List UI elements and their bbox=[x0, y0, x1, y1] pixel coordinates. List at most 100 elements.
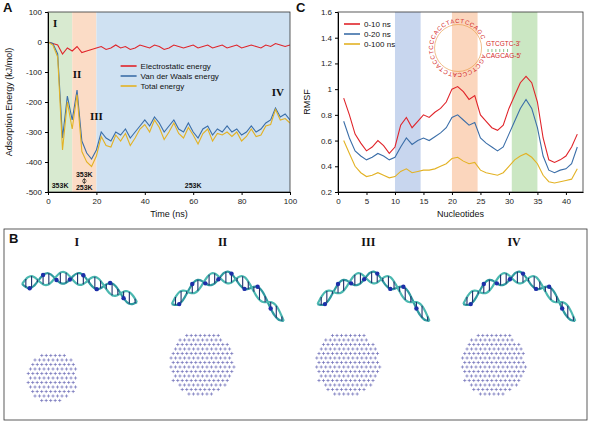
atom bbox=[54, 363, 57, 366]
atom bbox=[506, 347, 509, 350]
atom bbox=[190, 343, 193, 346]
snapshot: III bbox=[315, 235, 429, 396]
atom bbox=[369, 383, 372, 386]
atom bbox=[322, 361, 325, 364]
tick: 30 bbox=[505, 192, 514, 206]
atom bbox=[338, 392, 341, 395]
atom bbox=[205, 383, 208, 386]
atom bbox=[522, 352, 525, 355]
base-rung bbox=[112, 283, 113, 295]
atom bbox=[205, 356, 208, 359]
atom bbox=[326, 343, 329, 346]
atom bbox=[335, 388, 338, 391]
nanoparticle bbox=[27, 354, 78, 402]
region bbox=[395, 12, 421, 192]
atom bbox=[56, 367, 59, 370]
atom bbox=[190, 352, 193, 355]
atom bbox=[517, 352, 520, 355]
atom bbox=[212, 343, 215, 346]
atom bbox=[465, 374, 468, 377]
atom bbox=[185, 343, 188, 346]
atom bbox=[49, 363, 52, 366]
atom bbox=[347, 392, 350, 395]
atom bbox=[176, 370, 179, 373]
atom bbox=[324, 356, 327, 359]
base-rung bbox=[259, 288, 260, 300]
tick: 1.4 bbox=[321, 34, 338, 43]
base-rung bbox=[382, 278, 383, 281]
atom bbox=[486, 379, 489, 382]
atom bbox=[329, 338, 332, 341]
atom bbox=[501, 338, 504, 341]
atom bbox=[212, 334, 215, 337]
atom bbox=[60, 376, 63, 379]
base-rung bbox=[388, 276, 389, 288]
atom bbox=[483, 356, 486, 359]
phosphate bbox=[81, 273, 85, 277]
atom bbox=[210, 392, 213, 395]
atom bbox=[490, 379, 493, 382]
region-label: 353K bbox=[52, 182, 69, 189]
atom bbox=[31, 381, 34, 384]
atom bbox=[376, 370, 379, 373]
atom bbox=[63, 354, 66, 357]
atom bbox=[183, 374, 186, 377]
atom bbox=[69, 358, 72, 361]
atom bbox=[192, 338, 195, 341]
atom bbox=[40, 354, 43, 357]
atom bbox=[187, 347, 190, 350]
atom bbox=[185, 352, 188, 355]
tick-label: 100 bbox=[29, 8, 43, 17]
atom bbox=[488, 356, 491, 359]
atom bbox=[196, 347, 199, 350]
phosphate bbox=[388, 287, 392, 291]
atom bbox=[203, 361, 206, 364]
atom bbox=[183, 347, 186, 350]
atom bbox=[353, 343, 356, 346]
tick-label: 0.6 bbox=[321, 137, 333, 146]
atom bbox=[340, 343, 343, 346]
atom bbox=[347, 338, 350, 341]
base-rung bbox=[94, 277, 95, 289]
atom bbox=[208, 334, 211, 337]
tick-mark bbox=[96, 192, 97, 195]
legend-swatch bbox=[344, 23, 360, 25]
atom bbox=[495, 361, 498, 364]
atom bbox=[506, 356, 509, 359]
tick-label: 0 bbox=[46, 197, 51, 206]
atom bbox=[36, 390, 39, 393]
atom bbox=[506, 383, 509, 386]
atom bbox=[317, 379, 320, 382]
figure: 020406080100-500-400-300-200-1000100Time… bbox=[0, 0, 591, 424]
legend: 0-10 ns0-20 ns0-100 ns bbox=[344, 20, 395, 49]
tick-label: 0 bbox=[336, 197, 341, 206]
atom bbox=[67, 390, 70, 393]
phosphate bbox=[349, 281, 353, 285]
atom bbox=[326, 388, 329, 391]
base-rung bbox=[393, 281, 394, 289]
atom bbox=[42, 394, 45, 397]
snapshot: I bbox=[22, 235, 137, 402]
atom bbox=[479, 365, 482, 368]
atom bbox=[45, 372, 48, 375]
atom bbox=[54, 354, 57, 357]
atom bbox=[468, 379, 471, 382]
atom bbox=[217, 370, 220, 373]
atom bbox=[479, 374, 482, 377]
tick: -200 bbox=[26, 98, 48, 107]
base-rung bbox=[528, 278, 529, 281]
atom bbox=[492, 356, 495, 359]
atom bbox=[69, 385, 72, 388]
atom bbox=[174, 374, 177, 377]
atom bbox=[221, 361, 224, 364]
atom bbox=[322, 352, 325, 355]
atom bbox=[47, 394, 50, 397]
atom bbox=[199, 343, 202, 346]
atom bbox=[477, 379, 480, 382]
base-rung bbox=[135, 299, 136, 303]
atom bbox=[54, 381, 57, 384]
atom bbox=[31, 363, 34, 366]
atom bbox=[510, 383, 513, 386]
tick-mark bbox=[45, 162, 48, 163]
base-rung bbox=[343, 280, 344, 291]
